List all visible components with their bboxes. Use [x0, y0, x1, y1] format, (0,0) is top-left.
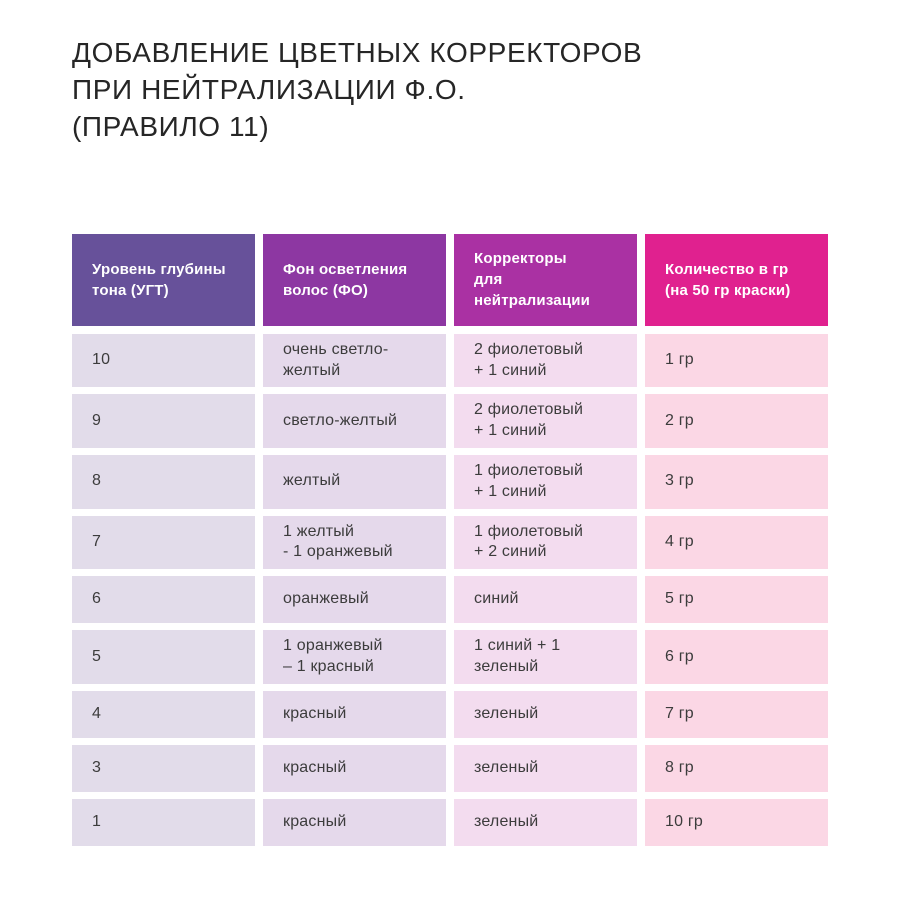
table-row: 8 желтый 1 фиолетовый + 1 синий 3 гр	[72, 455, 828, 509]
table-cell: красный	[263, 744, 446, 792]
table-cell: 1 фиолетовый + 1 синий	[454, 455, 637, 509]
table-row: 9 светло-желтый 2 фиолетовый + 1 синий 2 гр	[72, 394, 828, 449]
table-cell: зеленый	[454, 690, 637, 738]
table-cell: 8 гр	[645, 744, 828, 792]
table-cell: 5	[72, 630, 255, 684]
table-cell: 10 гр	[645, 798, 828, 846]
table-cell: 8	[72, 455, 255, 509]
table-row: 10 очень светло-желтый 2 фиолетовый + 1 си…	[72, 333, 828, 388]
table-cell: 6	[72, 576, 255, 624]
table-cell: 5 гр	[645, 576, 828, 624]
table-cell: 1 гр	[645, 333, 828, 388]
table-cell: 7 гр	[645, 690, 828, 738]
table-cell: зеленый	[454, 744, 637, 792]
table-cell: 1	[72, 798, 255, 846]
table-cell: 3	[72, 744, 255, 792]
table-cell: 1 оранжевый – 1 красный	[263, 630, 446, 684]
table-row: 3 красный зеленый 8 гр	[72, 744, 828, 792]
column-header: Корректоры для нейтрализации	[454, 233, 637, 326]
table-cell: 1 синий + 1 зеленый	[454, 630, 637, 684]
column-header: Количество в гр (на 50 гр краски)	[645, 233, 828, 326]
table-cell: 2 фиолетовый + 1 синий	[454, 394, 637, 449]
table-cell: желтый	[263, 455, 446, 509]
table-cell: 3 гр	[645, 455, 828, 509]
table-cell: 6 гр	[645, 630, 828, 684]
table-cell: красный	[263, 690, 446, 738]
table-cell: 4	[72, 690, 255, 738]
table-cell: очень светло-желтый	[263, 333, 446, 388]
table-cell: 2 фиолетовый + 1 синий	[454, 333, 637, 388]
table-body: 10 очень светло-желтый 2 фиолетовый + 1 си…	[72, 333, 828, 846]
table-cell: 1 желтый - 1 оранжевый	[263, 515, 446, 570]
table-cell: 10	[72, 333, 255, 388]
correctors-table: Уровень глубины тона (УГТ) Фон осветления…	[72, 233, 828, 846]
table-row: 1 красный зеленый 10 гр	[72, 798, 828, 846]
table-cell: красный	[263, 798, 446, 846]
table-cell: синий	[454, 576, 637, 624]
column-header: Уровень глубины тона (УГТ)	[72, 233, 255, 326]
table-cell: оранжевый	[263, 576, 446, 624]
table-row: 6 оранжевый синий 5 гр	[72, 576, 828, 624]
table-cell: светло-желтый	[263, 394, 446, 449]
table-cell: 1 фиолетовый + 2 синий	[454, 515, 637, 570]
table-header-row: Уровень глубины тона (УГТ) Фон осветления…	[72, 233, 828, 326]
table-row: 4 красный зеленый 7 гр	[72, 690, 828, 738]
table-cell: 9	[72, 394, 255, 449]
table-cell: 4 гр	[645, 515, 828, 570]
table-cell: 2 гр	[645, 394, 828, 449]
column-header: Фон осветления волос (ФО)	[263, 233, 446, 326]
table-cell: зеленый	[454, 798, 637, 846]
page-title: ДОБАВЛЕНИЕ ЦВЕТНЫХ КОРРЕКТОРОВ ПРИ НЕЙТР…	[72, 37, 643, 142]
table-cell: 7	[72, 515, 255, 570]
